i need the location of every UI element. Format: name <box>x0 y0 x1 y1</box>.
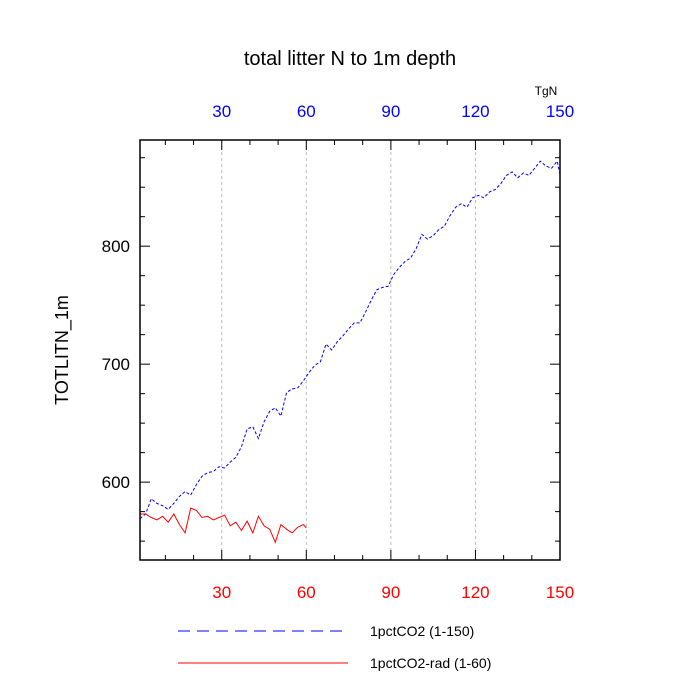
legend: 1pctCO2 (1-150) 1pctCO2-rad (1-60) <box>178 623 491 671</box>
y-axis-label: TOTLITN_1m <box>52 295 73 405</box>
grid-lines <box>221 140 476 560</box>
x-tick-label-top: 150 <box>546 102 574 121</box>
series-layer <box>139 160 561 544</box>
legend-label-1: 1pctCO2 (1-150) <box>370 623 474 639</box>
x-tick-label-bottom: 90 <box>381 583 400 602</box>
y-tick-label: 600 <box>102 473 130 492</box>
x-tick-label-top: 90 <box>381 102 400 121</box>
legend-label-2: 1pctCO2-rad (1-60) <box>370 655 491 671</box>
y-tick-label: 800 <box>102 237 130 256</box>
x-tick-label-bottom: 120 <box>461 583 489 602</box>
y-tick-label: 700 <box>102 355 130 374</box>
series-line-2 <box>140 507 307 544</box>
axis-ticks: 30 30 60 60 90 90 120 120 150 150 600 700 800 <box>102 102 575 602</box>
units-label: TgN <box>535 84 558 98</box>
x-tick-label-top: 60 <box>297 102 316 121</box>
x-tick-label-top: 120 <box>461 102 489 121</box>
x-tick-label-top: 30 <box>212 102 231 121</box>
x-tick-label-bottom: 150 <box>546 583 574 602</box>
series-line-1 <box>139 160 561 520</box>
plot-frame <box>139 139 561 561</box>
chart-title: total litter N to 1m depth <box>244 48 456 70</box>
x-tick-label-bottom: 60 <box>297 583 316 602</box>
x-tick-label-bottom: 30 <box>212 583 231 602</box>
